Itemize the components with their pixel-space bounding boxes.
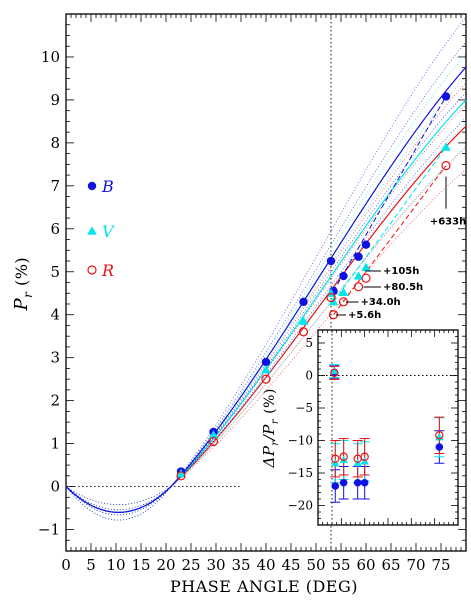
data-point-B	[354, 252, 363, 261]
x-tick-label: 55	[331, 556, 350, 574]
inset-point-R	[330, 368, 339, 378]
annotation-label: +80.5h	[383, 282, 423, 293]
data-point-V	[208, 430, 219, 439]
data-point-R	[361, 273, 371, 283]
data-point-B	[299, 297, 308, 307]
x-tick-label: 35	[231, 556, 250, 574]
x-tick-label: 10	[106, 556, 125, 574]
model-curve-dotted-B	[65, 41, 467, 516]
inset-plot-area: −20 −15 −10 −5 0 5 ΔPr/Pr (%)	[260, 329, 459, 526]
x-tick-label: 15	[131, 556, 150, 574]
x-tick-label: 70	[406, 556, 425, 574]
inset-y-tick-label: −20	[288, 499, 313, 513]
data-point-B	[326, 256, 336, 266]
inset-point-B	[360, 478, 369, 487]
main-plot-area: 0 5 10 15 20 25 30 35 40 45 50 55 60 65 70 75−101234567…	[11, 13, 467, 596]
legend-marker-R	[87, 265, 97, 275]
data-point-V	[298, 316, 309, 325]
data-point-V	[353, 271, 364, 280]
data-point-R	[298, 327, 309, 337]
annotation-label: +105h	[383, 266, 419, 277]
data-point-V	[441, 142, 451, 151]
inset-y-tick-label: 5	[305, 336, 313, 350]
x-tick-label: 65	[381, 556, 400, 574]
inset-point-R	[331, 454, 340, 463]
x-tick-label: 75	[431, 556, 450, 574]
y-tick-label: 7	[50, 177, 60, 195]
x-tick-label: 20	[156, 556, 175, 574]
y-tick-label: −1	[38, 521, 60, 539]
legend-marker-B	[87, 181, 97, 191]
inset-y-tick-label: −10	[288, 434, 313, 448]
legend-label-B: B	[101, 177, 114, 196]
y-tick-label: 4	[50, 306, 60, 324]
x-tick-label: 0	[61, 556, 71, 574]
data-point-B	[441, 92, 451, 101]
inset-y-axis-title: ΔPr/Pr (%)	[260, 388, 281, 468]
data-point-R	[441, 161, 451, 171]
inset-point-B	[353, 478, 362, 487]
x-axis-title: PHASE ANGLE (DEG)	[170, 577, 358, 596]
inset-y-tick-label: 0	[305, 369, 313, 383]
y-tick-label: 1	[50, 435, 60, 453]
y-tick-label: 8	[50, 134, 60, 152]
inset-point-R	[339, 452, 348, 461]
annotation-label: +34.0h	[361, 297, 401, 308]
data-point-R	[326, 292, 336, 303]
data-point-V	[338, 287, 349, 296]
annotation-label: +633h	[430, 217, 466, 228]
y-tick-label: 6	[50, 220, 60, 238]
x-tick-label: 5	[86, 556, 96, 574]
x-tick-label: 60	[356, 556, 375, 574]
inset-point-B	[331, 482, 340, 490]
inset-point-V	[330, 366, 339, 375]
annotation-label: +5.6h	[348, 310, 381, 321]
inset-y-tick-label: −5	[295, 401, 313, 415]
x-tick-label: 45	[281, 556, 300, 574]
x-tick-label: 50	[306, 556, 325, 574]
legend-label-R: R	[101, 261, 114, 280]
legend-marker-V	[87, 226, 97, 235]
data-point-V	[261, 364, 271, 374]
data-point-R	[353, 282, 364, 292]
data-point-B	[361, 240, 371, 249]
data-point-V	[176, 468, 186, 478]
data-point-B	[339, 271, 348, 281]
y-tick-label: 0	[50, 478, 60, 496]
y-axis-title: Pr (%)	[11, 257, 35, 312]
dashed-connector-B	[333, 96, 447, 292]
inset-y-tick-label: −15	[288, 466, 313, 480]
inset-point-B	[339, 478, 348, 487]
y-tick-label: 9	[50, 91, 60, 109]
data-point-V	[361, 262, 371, 272]
dashed-connector-R	[333, 165, 447, 316]
y-tick-label: 5	[50, 263, 60, 281]
x-tick-label: 30	[206, 556, 225, 574]
inset-point-R	[360, 452, 369, 461]
y-tick-label: 10	[41, 48, 60, 66]
y-tick-label: 2	[50, 392, 60, 410]
legend-label-V: V	[102, 222, 115, 241]
x-tick-label: 25	[181, 556, 200, 574]
data-point-R	[176, 471, 186, 481]
data-point-R	[261, 374, 271, 384]
data-point-R	[208, 436, 219, 447]
data-point-B	[261, 357, 271, 367]
x-tick-label: 40	[256, 556, 275, 574]
inset-point-R	[435, 431, 444, 440]
inset-point-V	[339, 455, 348, 464]
inset-frame	[317, 329, 459, 526]
y-tick-label: 3	[50, 349, 60, 367]
model-curve-dotted-B	[65, 16, 467, 521]
inset-point-B	[435, 443, 444, 451]
